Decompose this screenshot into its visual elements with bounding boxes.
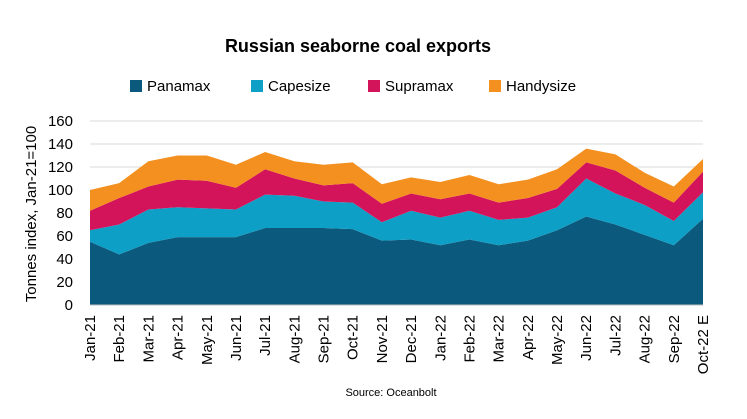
y-tick-label: 40 — [56, 251, 73, 268]
x-axis-ticks: Jan-21 Feb-21 Mar-21 Apr-21 May-21 Jun-21 Jul-… — [82, 315, 712, 374]
y-tick-label: 140 — [48, 136, 73, 153]
y-tick-label: 20 — [56, 274, 73, 291]
x-tick-label: May-21 — [199, 315, 216, 365]
legend-label-capesize: Capesize — [268, 78, 331, 95]
x-tick-label: Feb-21 — [111, 315, 128, 363]
series-handysize-area — [90, 148, 703, 211]
legend-swatch-panamax — [130, 80, 142, 92]
x-tick-label: Sep-22 — [666, 315, 683, 363]
x-tick-label: Mar-21 — [140, 315, 157, 363]
y-tick-label: 0 — [65, 297, 73, 314]
x-tick-label: Sep-21 — [316, 315, 333, 363]
x-tick-label: Mar-22 — [491, 315, 508, 363]
series-supramax-area — [90, 162, 703, 231]
y-tick-label: 60 — [56, 228, 73, 245]
y-tick-label: 100 — [48, 182, 73, 199]
legend-label-handysize: Handysize — [506, 78, 576, 95]
legend-swatch-handysize — [489, 80, 501, 92]
x-tick-label: Jul-22 — [607, 315, 624, 356]
x-tick-label: Jan-22 — [432, 315, 449, 361]
legend: Panamax Capesize Supramax Handysize — [130, 78, 576, 95]
x-tick-label: Apr-22 — [520, 315, 537, 360]
series-panamax-area — [90, 216, 703, 305]
x-tick-label: Jul-21 — [257, 315, 274, 356]
y-axis-ticks: 0 20 40 60 80 100 120 140 160 — [48, 113, 73, 314]
y-tick-label: 160 — [48, 113, 73, 130]
x-tick-label: Aug-21 — [286, 315, 303, 363]
source-note: Source: Oceanbolt — [345, 387, 436, 399]
x-tick-label: Oct-22 E — [695, 315, 712, 374]
legend-label-panamax: Panamax — [147, 78, 211, 95]
legend-swatch-capesize — [251, 80, 263, 92]
y-axis-label: Tonnes index, Jan-21=100 — [23, 126, 40, 302]
x-tick-label: Apr-21 — [170, 315, 187, 360]
chart-title: Russian seaborne coal exports — [225, 36, 491, 56]
x-tick-label: Feb-22 — [461, 315, 478, 363]
x-tick-label: Jun-22 — [578, 315, 595, 361]
y-tick-label: 120 — [48, 159, 73, 176]
x-tick-label: Nov-21 — [374, 315, 391, 363]
x-tick-label: Oct-21 — [345, 315, 362, 360]
y-tick-label: 80 — [56, 205, 73, 222]
x-tick-label: May-22 — [549, 315, 566, 365]
x-tick-label: Aug-22 — [637, 315, 654, 363]
x-tick-label: Dec-21 — [403, 315, 420, 363]
legend-swatch-supramax — [368, 80, 380, 92]
x-tick-label: Jun-21 — [228, 315, 245, 361]
legend-label-supramax: Supramax — [385, 78, 454, 95]
plot-area — [90, 148, 703, 305]
x-tick-label: Jan-21 — [82, 315, 99, 361]
